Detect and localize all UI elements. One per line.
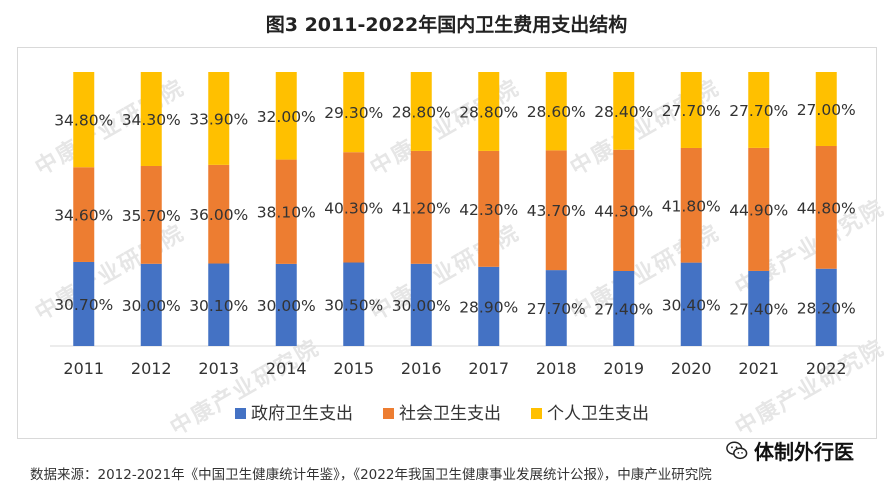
- data-label: 40.30%: [324, 199, 383, 217]
- data-label: 28.40%: [594, 103, 653, 121]
- bar-segment: [275, 72, 297, 160]
- bar-segment: [140, 263, 162, 346]
- bar-segment: [343, 262, 365, 346]
- bar-segment: [478, 150, 500, 267]
- data-label: 28.60%: [527, 103, 586, 121]
- data-label: 36.00%: [189, 206, 248, 224]
- x-tick-label: 2018: [536, 359, 577, 378]
- x-tick-label: 2013: [198, 359, 239, 378]
- data-label: 28.90%: [459, 298, 518, 316]
- data-label: 30.10%: [189, 297, 248, 315]
- x-tick-label: 2011: [63, 359, 104, 378]
- bar-segment: [275, 159, 297, 264]
- bar-segment: [613, 270, 635, 346]
- bar-segment: [748, 72, 770, 148]
- data-label: 35.70%: [122, 207, 181, 225]
- data-label: 34.30%: [122, 111, 181, 129]
- source-note: 数据来源：2012-2021年《中国卫生健康统计年鉴》，《2022年我国卫生健康…: [30, 467, 712, 483]
- data-label: 42.30%: [459, 201, 518, 219]
- bar-segment: [815, 268, 837, 346]
- x-tick-label: 2021: [738, 359, 779, 378]
- data-label: 43.70%: [527, 202, 586, 220]
- data-label: 30.70%: [54, 296, 113, 314]
- data-label: 44.30%: [594, 202, 653, 220]
- bar-segment: [545, 150, 567, 271]
- bar-segment: [275, 263, 297, 346]
- x-tick-label: 2012: [131, 359, 172, 378]
- x-tick-label: 2019: [603, 359, 644, 378]
- bar-segment: [343, 152, 365, 263]
- bar-segment: [73, 261, 95, 346]
- x-tick-label: 2015: [333, 359, 374, 378]
- data-label: 30.00%: [392, 297, 451, 315]
- x-tick-label: 2017: [468, 359, 509, 378]
- x-tick-label: 2022: [806, 359, 847, 378]
- bar-segment: [208, 263, 230, 346]
- bar-segment: [478, 266, 500, 346]
- chart-title: 图3 2011-2022年国内卫生费用支出结构: [265, 14, 628, 36]
- x-tick-label: 2016: [401, 359, 442, 378]
- data-label: 44.80%: [797, 199, 856, 217]
- x-tick-label: 2014: [266, 359, 307, 378]
- legend-swatch: [383, 408, 394, 419]
- bar-segment: [680, 72, 702, 148]
- bar-segment: [680, 262, 702, 346]
- bar-segment: [815, 145, 837, 269]
- legend-swatch: [235, 408, 246, 419]
- stacked-bar-chart: 30.70% 34.60% 34.80% 2011 30.00% 35.70% 34.30%…: [50, 72, 860, 424]
- data-label: 29.30%: [324, 104, 383, 122]
- data-label: 30.00%: [122, 297, 181, 315]
- data-label: 33.90%: [189, 110, 248, 128]
- data-label: 32.00%: [257, 108, 316, 126]
- data-label: 34.80%: [54, 112, 113, 130]
- bar-segment: [613, 72, 635, 150]
- bar-segment: [748, 270, 770, 346]
- data-label: 30.00%: [257, 297, 316, 315]
- data-label: 28.20%: [797, 299, 856, 317]
- data-label: 27.40%: [594, 300, 653, 318]
- legend-swatch: [531, 408, 542, 419]
- bar-segment: [815, 72, 837, 146]
- data-label: 28.80%: [392, 103, 451, 121]
- data-label: 44.90%: [729, 201, 788, 219]
- bar-segment: [410, 72, 432, 151]
- data-label: 30.40%: [662, 296, 721, 314]
- brand: 体制外行医: [726, 436, 854, 465]
- bar-segment: [410, 263, 432, 346]
- bar-segment: [208, 72, 230, 165]
- bar-segment: [545, 270, 567, 346]
- data-label: 27.70%: [729, 102, 788, 120]
- data-label: 27.40%: [729, 300, 788, 318]
- data-label: 27.00%: [797, 101, 856, 119]
- data-label: 41.20%: [392, 199, 451, 217]
- bar-segment: [613, 149, 635, 271]
- wechat-icon: [726, 441, 748, 459]
- bar-segment: [73, 72, 95, 168]
- bar-segment: [478, 72, 500, 151]
- data-label: 30.50%: [324, 296, 383, 314]
- legend-label: 政府卫生支出: [251, 404, 353, 424]
- bar-segment: [208, 164, 230, 264]
- data-label: 28.80%: [459, 103, 518, 121]
- bar-segment: [410, 150, 432, 264]
- data-label: 38.10%: [257, 204, 316, 222]
- legend-label: 社会卫生支出: [399, 404, 501, 424]
- bar-segment: [73, 167, 95, 262]
- bar-segment: [140, 72, 162, 166]
- bar-segment: [748, 147, 770, 271]
- brand-name: 体制外行医: [754, 440, 854, 464]
- data-label: 41.80%: [662, 197, 721, 215]
- data-label: 27.70%: [662, 102, 721, 120]
- bar-segment: [343, 72, 365, 153]
- bar-segment: [140, 165, 162, 264]
- data-label: 34.60%: [54, 207, 113, 225]
- bar-segment: [680, 147, 702, 263]
- x-tick-label: 2020: [671, 359, 712, 378]
- bar-segment: [545, 72, 567, 151]
- legend-label: 个人卫生支出: [547, 404, 649, 424]
- data-label: 27.70%: [527, 300, 586, 318]
